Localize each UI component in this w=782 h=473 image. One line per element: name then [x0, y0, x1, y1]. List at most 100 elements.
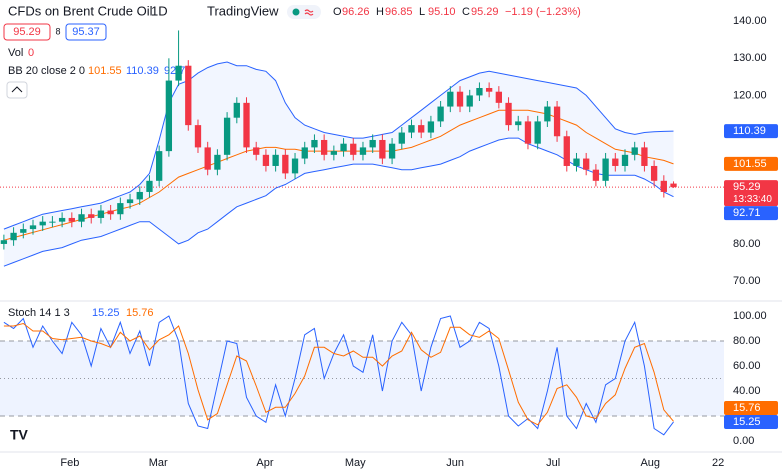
candle-body [476, 87, 483, 96]
candle-body [485, 87, 493, 92]
x-tick-label: May [345, 457, 366, 469]
x-tick-label: Aug [640, 457, 660, 469]
buy-price: 95.37 [72, 26, 100, 38]
y-tick-label: 120.00 [733, 89, 767, 101]
candle-body [20, 229, 27, 233]
candle-body [379, 139, 386, 159]
countdown: 13:33:40 [733, 194, 772, 205]
x-tick-label: Apr [256, 457, 273, 469]
collapse-button[interactable] [6, 81, 28, 99]
ohlc-key: O [333, 6, 342, 18]
candle-body [437, 106, 444, 122]
candle-body [107, 210, 114, 215]
candle-body [146, 180, 153, 192]
x-tick-label: Jun [446, 457, 464, 469]
ohlc-value: 96.26 [342, 6, 370, 18]
x-tick-label: Mar [149, 457, 168, 469]
candle-body [670, 183, 677, 188]
candle-body [592, 169, 600, 181]
candle-body [10, 232, 17, 241]
candle-body [291, 158, 299, 174]
x-tick-label: 22 [712, 457, 724, 469]
candle-body [534, 121, 541, 144]
candle-body [262, 154, 270, 166]
y-tick-label: 70.00 [733, 275, 761, 287]
candle-body [282, 154, 289, 174]
stoch-tick-label: 60.00 [733, 360, 761, 372]
candle-body [466, 95, 473, 107]
buy-box[interactable] [65, 23, 107, 41]
stoch-tick-label: 100.00 [733, 310, 767, 322]
candle-body [58, 217, 66, 222]
candle-body [340, 143, 347, 152]
candle-body [185, 65, 192, 126]
bb-upper-value: 110.39 [126, 65, 159, 77]
candle-body [369, 139, 376, 148]
candle-body [350, 143, 357, 155]
status-pill [287, 5, 321, 19]
bb-lower-badge-bg [724, 206, 778, 221]
candle-body [641, 147, 648, 166]
y-tick-label: 80.00 [733, 238, 761, 250]
bb-lower [3, 137, 674, 267]
candle-body [330, 151, 338, 155]
candle-body [418, 125, 425, 133]
candle-body [563, 136, 570, 166]
price-badge-bg [724, 180, 778, 207]
candle-body [68, 217, 75, 222]
stoch-d [3, 322, 674, 426]
y-tick-label: 140.00 [733, 15, 767, 27]
candle-body [427, 121, 435, 133]
collapse-icon [11, 86, 23, 93]
bb-middle [3, 109, 674, 241]
candle-body [233, 102, 240, 118]
candle-body [194, 125, 202, 148]
stoch-tick-label: 40.00 [733, 385, 761, 397]
sell-box[interactable] [3, 23, 51, 41]
candle-body [388, 143, 396, 159]
tv-logo: TV [10, 427, 29, 443]
ohlc-key: H [376, 6, 384, 18]
header: CFDs on Brent Crude Oil 1D TradingView 9… [3, 3, 321, 319]
bb-middle-badge-bg [724, 156, 778, 171]
ohlc-value: 95.10 [428, 6, 456, 18]
candle-body [320, 139, 328, 155]
candle-body [49, 221, 56, 223]
sell-price: 95.29 [13, 26, 41, 38]
price-badge: 95.29 [733, 181, 761, 193]
stoch-k [3, 315, 674, 436]
x-tick-label: Feb [60, 457, 79, 469]
spread: 8 [55, 26, 60, 36]
candle-body [78, 214, 85, 222]
candle-body [165, 80, 173, 152]
stoch-d-badge: 15.76 [733, 402, 761, 414]
candle-body [39, 221, 46, 226]
candle-body [301, 147, 308, 159]
candle-body [612, 158, 619, 166]
interval: 1D [151, 3, 168, 18]
candle-body [583, 158, 590, 170]
candle-body [272, 154, 279, 166]
candle-body [398, 132, 405, 144]
bb-upper-badge: 110.39 [733, 125, 766, 137]
bb-middle-badge: 101.55 [733, 158, 767, 170]
candle-body [447, 91, 454, 107]
chart-title: CFDs on Brent Crude Oil [8, 3, 153, 18]
candle-body [29, 225, 37, 230]
stoch-k-value: 15.25 [92, 307, 120, 319]
stoch-label: Stoch 14 1 3 [8, 307, 70, 319]
stoch-d-badge-bg [724, 400, 778, 415]
logo-mark: TV [10, 427, 29, 443]
bb-upper [3, 61, 674, 230]
candle-body [602, 158, 609, 181]
candle-body [88, 214, 95, 218]
candle-body [0, 240, 8, 244]
stoch-k-badge-bg [724, 414, 778, 429]
candle-body [505, 102, 512, 126]
candle-body [515, 121, 522, 126]
candle-body [650, 165, 658, 181]
source: TradingView [207, 3, 279, 18]
ohlc-value: 96.85 [385, 6, 413, 18]
